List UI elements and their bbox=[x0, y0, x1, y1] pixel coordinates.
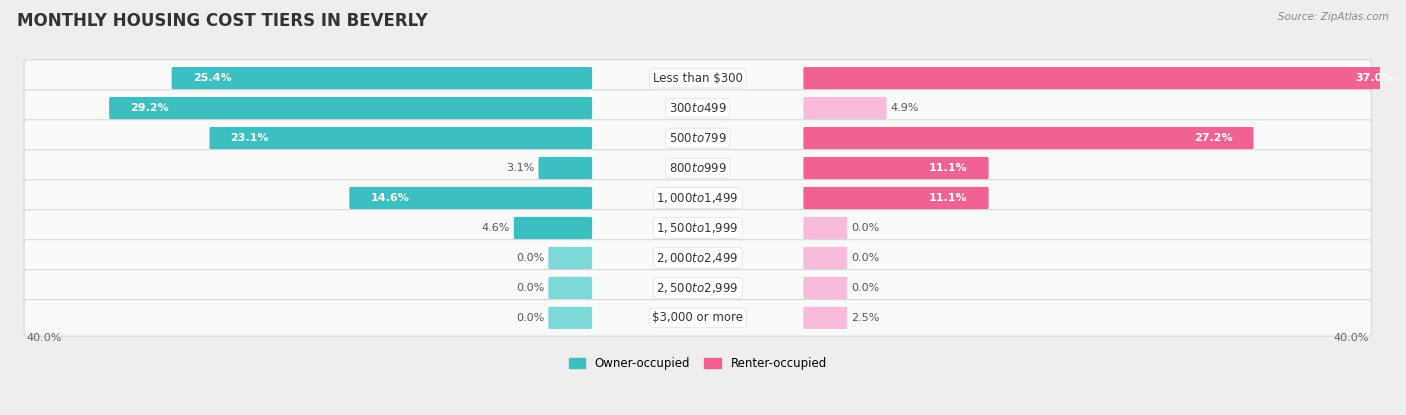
Text: 2.5%: 2.5% bbox=[851, 313, 879, 323]
FancyBboxPatch shape bbox=[24, 180, 1371, 216]
Text: $300 to $499: $300 to $499 bbox=[669, 102, 727, 115]
FancyBboxPatch shape bbox=[24, 90, 1371, 126]
Text: 0.0%: 0.0% bbox=[516, 283, 544, 293]
Text: Source: ZipAtlas.com: Source: ZipAtlas.com bbox=[1278, 12, 1389, 22]
FancyBboxPatch shape bbox=[803, 187, 988, 209]
Text: $1,000 to $1,499: $1,000 to $1,499 bbox=[657, 191, 740, 205]
Text: $500 to $799: $500 to $799 bbox=[669, 132, 727, 144]
Text: 40.0%: 40.0% bbox=[1334, 333, 1369, 343]
FancyBboxPatch shape bbox=[513, 217, 592, 239]
FancyBboxPatch shape bbox=[803, 217, 848, 239]
FancyBboxPatch shape bbox=[209, 127, 592, 149]
Text: Less than $300: Less than $300 bbox=[652, 71, 742, 85]
FancyBboxPatch shape bbox=[24, 210, 1371, 246]
FancyBboxPatch shape bbox=[803, 97, 887, 119]
Text: 29.2%: 29.2% bbox=[131, 103, 169, 113]
FancyBboxPatch shape bbox=[24, 270, 1371, 306]
FancyBboxPatch shape bbox=[172, 67, 592, 89]
Text: 0.0%: 0.0% bbox=[851, 283, 879, 293]
Text: 0.0%: 0.0% bbox=[516, 253, 544, 263]
Text: 37.0%: 37.0% bbox=[1355, 73, 1393, 83]
Text: 40.0%: 40.0% bbox=[27, 333, 62, 343]
Text: 11.1%: 11.1% bbox=[929, 163, 967, 173]
Text: 23.1%: 23.1% bbox=[231, 133, 269, 143]
FancyBboxPatch shape bbox=[803, 157, 988, 179]
FancyBboxPatch shape bbox=[24, 300, 1371, 336]
FancyBboxPatch shape bbox=[110, 97, 592, 119]
FancyBboxPatch shape bbox=[803, 277, 848, 299]
FancyBboxPatch shape bbox=[548, 277, 592, 299]
Text: 0.0%: 0.0% bbox=[851, 223, 879, 233]
FancyBboxPatch shape bbox=[548, 307, 592, 329]
Text: $800 to $999: $800 to $999 bbox=[669, 161, 727, 174]
Text: 4.6%: 4.6% bbox=[482, 223, 510, 233]
FancyBboxPatch shape bbox=[803, 247, 848, 269]
Text: 11.1%: 11.1% bbox=[929, 193, 967, 203]
Text: $2,000 to $2,499: $2,000 to $2,499 bbox=[657, 251, 740, 265]
FancyBboxPatch shape bbox=[538, 157, 592, 179]
Text: 25.4%: 25.4% bbox=[193, 73, 232, 83]
Text: 14.6%: 14.6% bbox=[370, 193, 409, 203]
FancyBboxPatch shape bbox=[548, 247, 592, 269]
Text: MONTHLY HOUSING COST TIERS IN BEVERLY: MONTHLY HOUSING COST TIERS IN BEVERLY bbox=[17, 12, 427, 30]
FancyBboxPatch shape bbox=[24, 60, 1371, 96]
Text: 0.0%: 0.0% bbox=[516, 313, 544, 323]
FancyBboxPatch shape bbox=[24, 120, 1371, 156]
Legend: Owner-occupied, Renter-occupied: Owner-occupied, Renter-occupied bbox=[569, 357, 827, 370]
Text: 3.1%: 3.1% bbox=[506, 163, 534, 173]
FancyBboxPatch shape bbox=[24, 150, 1371, 186]
FancyBboxPatch shape bbox=[349, 187, 592, 209]
Text: $1,500 to $1,999: $1,500 to $1,999 bbox=[657, 221, 740, 235]
FancyBboxPatch shape bbox=[803, 127, 1254, 149]
Text: $2,500 to $2,999: $2,500 to $2,999 bbox=[657, 281, 740, 295]
FancyBboxPatch shape bbox=[24, 239, 1371, 276]
Text: 27.2%: 27.2% bbox=[1194, 133, 1233, 143]
Text: 0.0%: 0.0% bbox=[851, 253, 879, 263]
Text: $3,000 or more: $3,000 or more bbox=[652, 311, 744, 325]
Text: 4.9%: 4.9% bbox=[890, 103, 918, 113]
FancyBboxPatch shape bbox=[803, 67, 1406, 89]
FancyBboxPatch shape bbox=[803, 307, 848, 329]
